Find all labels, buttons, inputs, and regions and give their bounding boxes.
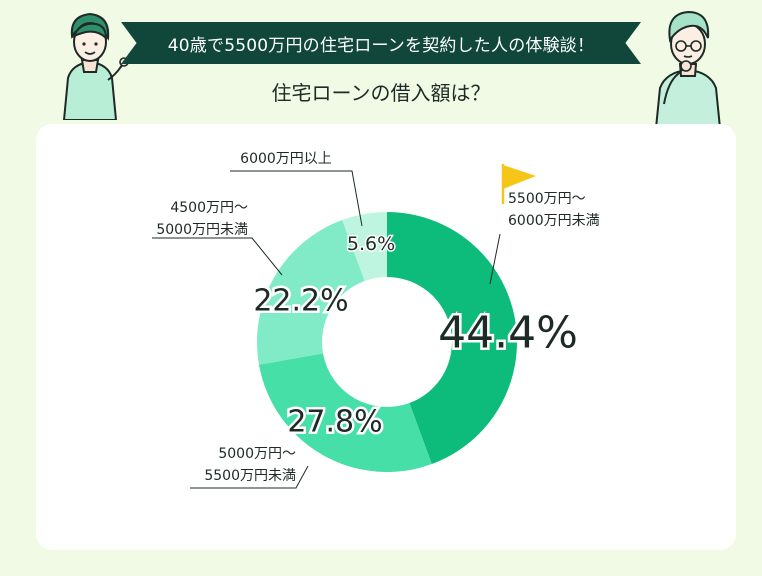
- man-illustration: [654, 10, 722, 128]
- percent-label: 27.8%: [287, 405, 382, 440]
- category-label: 5500万円〜 6000万円未満: [508, 191, 600, 229]
- leader-line: [489, 233, 501, 285]
- title-banner: 40歳で5500万円の住宅ローンを契約した人の体験談！: [121, 22, 641, 64]
- category-label: 6000万円以上: [240, 151, 332, 167]
- percent-label: 22.2%: [253, 284, 348, 319]
- percent-label: 44.4%: [438, 308, 578, 359]
- percent-label: 5.6%: [347, 233, 395, 255]
- chart-question: 住宅ローンの借入額は？: [271, 81, 491, 105]
- donut-slice: [387, 212, 517, 465]
- chart-card: [36, 124, 736, 550]
- leader-line: [190, 465, 309, 489]
- leader-line: [230, 170, 363, 227]
- category-label: 5000万円〜 5500万円未満: [204, 446, 296, 484]
- donut-slice: [259, 353, 432, 473]
- category-label: 4500万円〜 5000万円未満: [156, 200, 248, 238]
- donut-slice: [257, 219, 365, 365]
- woman-illustration: [62, 12, 129, 120]
- donut-slice: [342, 212, 387, 281]
- flag-icon: [501, 164, 536, 204]
- leader-line: [152, 237, 283, 276]
